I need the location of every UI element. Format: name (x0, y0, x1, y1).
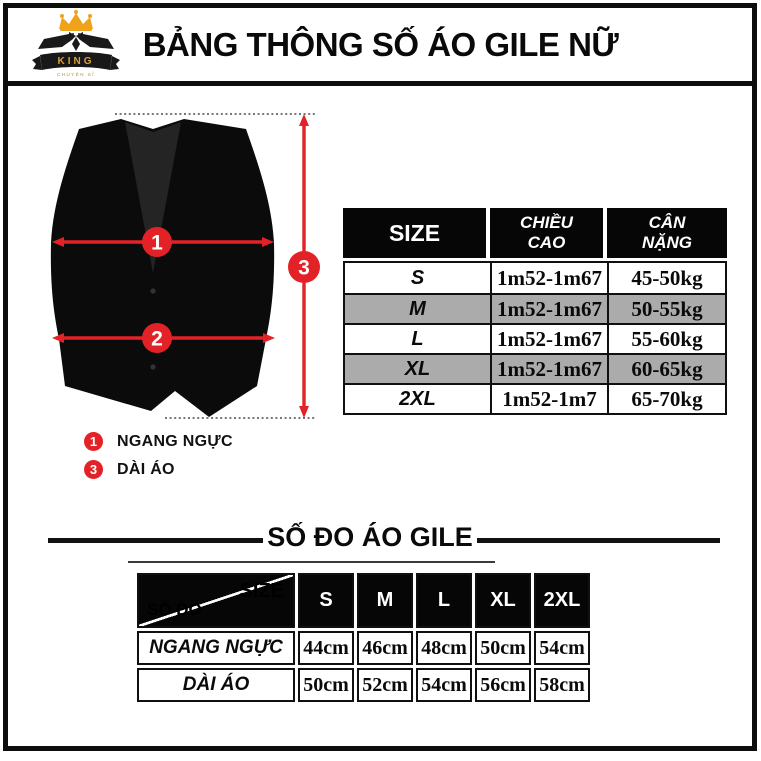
vest-diagram: 1 2 3 (50, 113, 320, 419)
measurements-table: SIZE SỐ ĐO S M L XL 2XL NGANG NGỰC 44cm … (137, 573, 590, 702)
height-cell: 1m52-1m67 (490, 355, 607, 383)
king-logo: KING CHUYÊN SỈ (32, 10, 120, 77)
ribbon-banner: KING CHUYÊN SỈ (32, 52, 120, 77)
legend-label-chest: NGANG NGỰC (117, 432, 233, 450)
table-row-l: L 1m52-1m67 55-60kg (345, 323, 725, 353)
size-cell: M (409, 297, 426, 320)
title-rule-right (477, 538, 720, 543)
chest-value-xl: 50cm (475, 631, 531, 665)
corner-header-cell: SIZE SỐ ĐO (137, 573, 295, 628)
corner-size-label: SIZE (239, 580, 284, 602)
length-value-l: 54cm (416, 668, 472, 702)
outer-border (3, 3, 757, 751)
logo-brand-text: KING (58, 56, 95, 67)
table-row-2xl: 2XL 1m52-1m7 65-70kg (345, 383, 725, 413)
size-table-body: S 1m52-1m67 45-50kg M 1m52-1m67 50-55kg … (343, 261, 727, 415)
height-cell: 1m52-1m67 (490, 263, 607, 293)
size-header-s: S (298, 573, 354, 628)
marker-2: 2 (151, 328, 163, 351)
chest-value-2xl: 54cm (534, 631, 590, 665)
length-value-xl: 56cm (475, 668, 531, 702)
column-header-size: SIZE (343, 208, 486, 258)
legend-item-length: 3 DÀI ÁO (84, 460, 233, 479)
collar-bowtie-icon (38, 32, 114, 51)
vest-lining (125, 122, 181, 273)
size-cell: XL (404, 357, 431, 380)
corner-sodo-label: SỐ ĐO (147, 600, 202, 619)
size-cell: S (410, 266, 425, 289)
table-row-s: S 1m52-1m67 45-50kg (345, 263, 725, 293)
size-header-xl: XL (475, 573, 531, 628)
size-height-weight-table: SIZE CHIỀU CAO CÂN NẶNG S 1m52-1m67 45-5… (343, 208, 727, 415)
length-arrow: 3 (288, 114, 320, 418)
size-header-2xl: 2XL (534, 573, 590, 628)
length-value-s: 50cm (298, 668, 354, 702)
section-title-underline (128, 561, 495, 563)
hem-width-arrow: 2 (52, 323, 275, 353)
legend-label-length: DÀI ÁO (117, 460, 175, 478)
chest-value-l: 48cm (416, 631, 472, 665)
height-cell: 1m52-1m67 (490, 325, 607, 353)
row-label-chest: NGANG NGỰC (137, 631, 295, 665)
column-header-weight: CÂN NẶNG (607, 208, 727, 258)
chest-value-m: 46cm (357, 631, 413, 665)
size-header-m: M (357, 573, 413, 628)
size-cell: L (411, 327, 424, 350)
weight-cell: 50-55kg (607, 295, 725, 323)
table-row-xl: XL 1m52-1m67 60-65kg (345, 353, 725, 383)
marker-3: 3 (298, 257, 310, 280)
height-cell: 1m52-1m7 (490, 385, 607, 413)
weight-cell: 60-65kg (607, 355, 725, 383)
header-divider (8, 81, 753, 86)
diagram-legend: 1 NGANG NGỰC 3 DÀI ÁO (84, 432, 233, 488)
chest-value-s: 44cm (298, 631, 354, 665)
size-header-l: L (416, 573, 472, 628)
logo-tagline-text: CHUYÊN SỈ (57, 70, 95, 77)
vest-illustration (50, 119, 275, 417)
row-label-length: DÀI ÁO (137, 668, 295, 702)
weight-cell: 55-60kg (607, 325, 725, 353)
column-header-height: CHIỀU CAO (490, 208, 603, 258)
table-row-m: M 1m52-1m67 50-55kg (345, 293, 725, 323)
weight-cell: 45-50kg (607, 263, 725, 293)
legend-badge-3: 3 (84, 460, 103, 479)
page-title: BẢNG THÔNG SỐ ÁO GILE NỮ (142, 26, 619, 63)
weight-cell: 65-70kg (607, 385, 725, 413)
crown-icon (59, 10, 93, 31)
marker-1: 1 (151, 232, 163, 255)
legend-item-chest: 1 NGANG NGỰC (84, 432, 233, 451)
section-title: SỐ ĐO ÁO GILE (267, 522, 473, 552)
length-value-2xl: 58cm (534, 668, 590, 702)
size-table-header: SIZE CHIỀU CAO CÂN NẶNG (343, 208, 727, 258)
title-rule-left (48, 538, 263, 543)
legend-badge-1: 1 (84, 432, 103, 451)
length-value-m: 52cm (357, 668, 413, 702)
chest-width-arrow: 1 (52, 227, 274, 257)
height-cell: 1m52-1m67 (490, 295, 607, 323)
size-cell: 2XL (399, 387, 436, 410)
